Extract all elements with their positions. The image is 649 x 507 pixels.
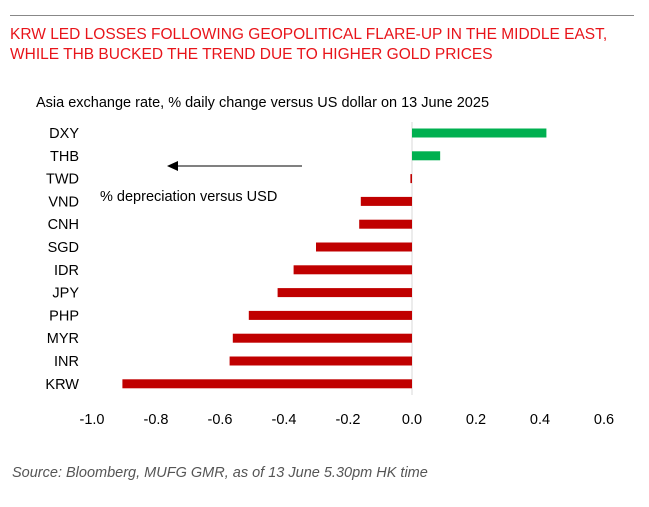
bar-php [248,310,412,320]
bar-vnd [360,196,412,206]
category-label-idr: IDR [54,263,79,279]
bar-thb [412,151,441,161]
x-tick-label: -0.6 [208,412,233,428]
source-note: Source: Bloomberg, MUFG GMR, as of 13 Ju… [12,465,428,481]
category-label-krw: KRW [45,377,79,393]
category-label-cnh: CNH [48,217,79,233]
bar-cnh [359,219,412,229]
category-label-twd: TWD [46,172,79,188]
category-label-thb: THB [50,149,79,165]
bar-inr [229,356,412,366]
bar-idr [293,265,412,275]
x-tick-label: 0.0 [402,412,422,428]
category-label-jpy: JPY [52,286,79,302]
top-rule [10,15,634,16]
category-label-dxy: DXY [49,126,79,142]
x-tick-label: 0.4 [530,412,550,428]
x-tick-label: -0.2 [336,412,361,428]
chart-subtitle: Asia exchange rate, % daily change versu… [36,95,490,111]
x-tick-label: 0.6 [594,412,614,428]
category-label-inr: INR [54,354,79,370]
bar-twd [410,174,412,184]
bar-dxy [412,128,547,138]
bar-krw [122,379,413,389]
annotation-text: % depreciation versus USD [100,189,277,205]
category-label-sgd: SGD [48,240,79,256]
arrow-head-icon [167,161,178,171]
category-label-php: PHP [49,308,79,324]
category-label-myr: MYR [47,331,79,347]
bar-sgd [316,242,412,252]
x-tick-label: -0.8 [144,412,169,428]
x-tick-label: -1.0 [80,412,105,428]
category-label-vnd: VND [48,194,79,210]
chart-title: KRW LED LOSSES FOLLOWING GEOPOLITICAL FL… [10,26,608,63]
x-tick-label: -0.4 [272,412,297,428]
x-tick-label: 0.2 [466,412,486,428]
bar-myr [232,333,412,343]
bar-jpy [277,288,412,298]
